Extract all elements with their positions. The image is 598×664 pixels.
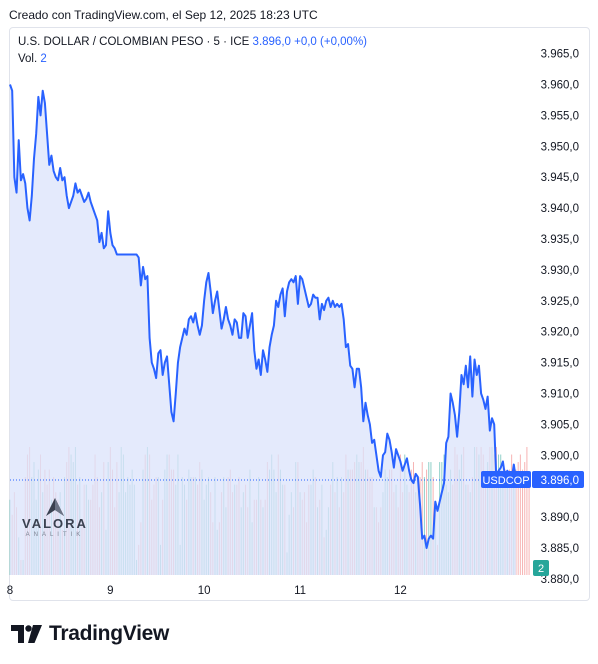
chart-panel xyxy=(9,27,590,601)
volume-bar xyxy=(524,462,526,575)
y-tick-label: 3.915,0 xyxy=(541,358,579,370)
price-line xyxy=(9,84,517,549)
symbol-tag-bg xyxy=(481,471,531,489)
volume-bar xyxy=(423,477,425,575)
tradingview-logo[interactable]: TradingView xyxy=(11,622,169,646)
y-tick-label: 3.960,0 xyxy=(541,80,579,92)
volume-bar xyxy=(528,477,530,575)
price-tag-text: 3.896,0 xyxy=(541,475,579,487)
symbol-legend[interactable]: U.S. DOLLAR / COLOMBIAN PESO · 5 · ICE 3… xyxy=(18,36,367,48)
x-tick-label: 8 xyxy=(7,585,13,597)
x-tick-label: 9 xyxy=(107,585,113,597)
symbol-title: U.S. DOLLAR / COLOMBIAN PESO · 5 · ICE xyxy=(18,36,250,48)
valora-sub: ANALITIK xyxy=(25,532,85,538)
y-tick-label: 3.920,0 xyxy=(541,327,579,339)
price-area xyxy=(10,84,516,576)
volume-bar xyxy=(522,469,524,575)
volume-bar xyxy=(519,454,521,575)
valora-watermark: VALORA ANALITIK xyxy=(22,496,88,538)
volume-value: 2 xyxy=(40,53,47,65)
y-tick-label: 3.890,0 xyxy=(541,512,579,524)
volume-label: Vol. xyxy=(18,53,38,65)
volume-bar xyxy=(517,462,519,575)
x-tick-label: 12 xyxy=(394,585,407,597)
y-tick-label: 3.955,0 xyxy=(541,110,579,122)
volume-bar xyxy=(428,462,430,575)
y-tick-label: 3.905,0 xyxy=(541,419,579,431)
y-tick-label: 3.900,0 xyxy=(541,450,579,462)
y-tick-label: 3.945,0 xyxy=(541,172,579,184)
tradingview-logo-icon xyxy=(11,625,42,643)
y-axis: 3.965,0 3.960,0 3.955,0 3.950,0 3.945,0 3.940… xyxy=(541,49,579,586)
volume-legend[interactable]: Vol. 2 xyxy=(18,53,47,65)
volume-bar xyxy=(526,447,528,575)
volume-badge-text: 2 xyxy=(538,563,544,575)
price-change: +0,0 (+0,00%) xyxy=(294,36,368,48)
x-tick-label: 11 xyxy=(294,585,306,597)
volume-bar xyxy=(430,462,432,575)
symbol-tag-text: USDCOP xyxy=(482,475,529,487)
valora-brand: VALORA xyxy=(22,516,88,531)
y-tick-label: 3.940,0 xyxy=(541,203,579,215)
price-tag-bg xyxy=(532,471,584,489)
y-tick-label: 3.910,0 xyxy=(541,389,579,401)
y-tick-label: 3.925,0 xyxy=(541,296,579,308)
volume-bar xyxy=(421,462,423,575)
last-price-label: USDCOP 3.896,0 2 xyxy=(481,471,584,576)
created-caption: Creado con TradingView.com, el Sep 12, 2… xyxy=(9,8,318,22)
price-chart[interactable]: 3.965,0 3.960,0 3.955,0 3.950,0 3.945,0 3.940… xyxy=(0,0,598,610)
volume-badge-bg xyxy=(533,560,549,576)
tradingview-logo-text: TradingView xyxy=(49,622,170,645)
x-axis: 8 9 10 11 12 xyxy=(7,585,407,597)
y-tick-label: 3.880,0 xyxy=(541,574,579,586)
last-price: 3.896,0 xyxy=(252,36,291,48)
y-tick-label: 3.965,0 xyxy=(541,49,579,61)
y-tick-label: 3.935,0 xyxy=(541,234,579,246)
valora-logo-icon xyxy=(45,498,64,516)
y-tick-label: 3.885,0 xyxy=(541,543,579,555)
x-tick-label: 10 xyxy=(198,585,211,597)
volume-bar xyxy=(426,469,428,575)
y-tick-label: 3.930,0 xyxy=(541,265,579,277)
y-tick-label: 3.950,0 xyxy=(541,141,579,153)
